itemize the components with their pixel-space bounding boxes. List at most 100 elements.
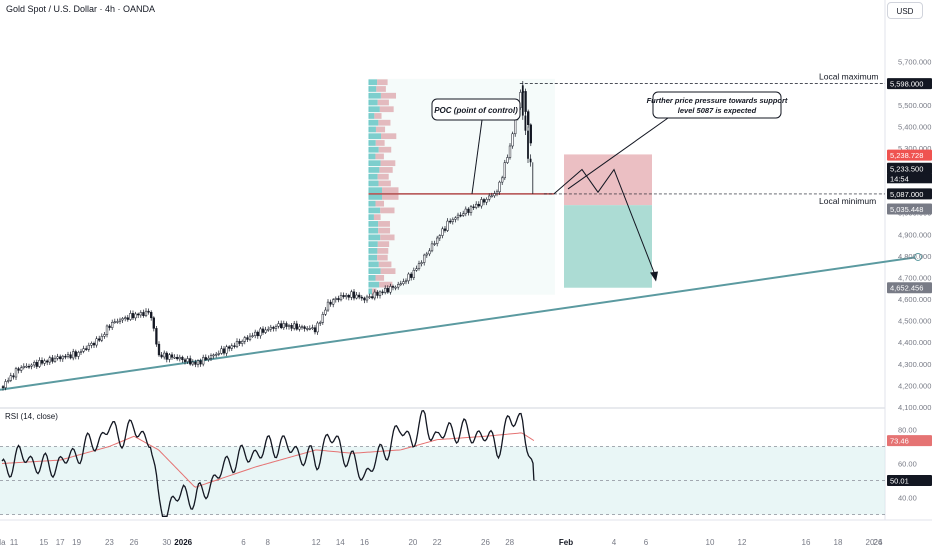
candle-body — [139, 312, 142, 316]
projection-arrowhead — [650, 271, 658, 282]
candle-body — [113, 321, 116, 323]
candle-body — [488, 195, 491, 200]
candle-body — [308, 328, 311, 330]
volume-profile-bar — [375, 140, 385, 146]
current-price-tag: 5,233.500 — [890, 164, 923, 173]
candle-body — [412, 270, 415, 278]
candles-group — [1, 81, 534, 391]
level-label: Local minimum — [819, 196, 876, 206]
candle-body — [1, 386, 5, 388]
countdown-bg — [887, 173, 932, 184]
volume-profile-bar — [368, 79, 378, 86]
candle-body — [186, 358, 189, 362]
price-tick-label: 4,300.000 — [898, 360, 931, 369]
candle-body — [482, 199, 486, 203]
volume-profile-bar — [375, 275, 385, 281]
candle-body — [126, 317, 129, 320]
target-price-tag: 4,652.456 — [890, 284, 923, 293]
candle-body — [124, 317, 127, 319]
candle-body — [462, 213, 465, 216]
candle-body — [163, 352, 166, 358]
volume-profile-bar — [368, 221, 379, 227]
volume-profile-bar — [378, 227, 391, 234]
volume-profile-bar — [368, 173, 378, 180]
candle-body — [157, 343, 161, 356]
rsi-value-tag: 50.01 — [890, 477, 909, 486]
volume-profile-bar — [368, 167, 380, 173]
candle-body — [506, 157, 509, 163]
time-tick-label: 20 — [408, 538, 417, 547]
candle-body — [230, 345, 233, 349]
currency-button[interactable]: USD — [887, 2, 923, 19]
candle-body — [246, 337, 249, 340]
current-price-tag-bg — [887, 162, 932, 174]
candle-body — [59, 356, 62, 360]
candle-body — [464, 208, 467, 215]
candle-body — [326, 301, 330, 311]
min-price-tag-bg — [887, 188, 932, 200]
candle-body — [498, 181, 501, 193]
candle-body — [66, 354, 70, 357]
time-tick-label: 26 — [130, 538, 139, 547]
candle-body — [142, 312, 145, 316]
candle-body — [274, 326, 278, 329]
volume-profile-bar — [375, 126, 386, 133]
time-tick-label: 26 — [874, 538, 883, 547]
candle-body — [233, 345, 236, 347]
candle-body — [480, 199, 483, 207]
volume-profile-bar — [378, 180, 391, 187]
time-tick-label: Feb — [559, 538, 573, 547]
candle-body — [254, 331, 257, 336]
candle-body — [220, 348, 223, 354]
volume-profile-bar — [380, 268, 396, 275]
candle-body — [183, 359, 187, 362]
candle-body — [105, 325, 109, 335]
candle-body — [222, 348, 226, 354]
candle-body — [475, 203, 478, 208]
candle-body — [425, 253, 428, 256]
candle-body — [298, 326, 301, 330]
price-tick-label: 4,700.000 — [898, 273, 931, 282]
candle-body — [155, 328, 158, 345]
candle-body — [443, 228, 447, 231]
trendline-handle — [914, 252, 922, 261]
candle-body — [69, 354, 72, 359]
candle-body — [48, 357, 51, 363]
candle-body — [316, 322, 319, 333]
candle-body — [501, 177, 504, 183]
time-tick-label: Ma — [0, 538, 6, 547]
candle-body — [508, 145, 512, 158]
candle-body — [217, 353, 220, 355]
time-tick-label: 22 — [433, 538, 442, 547]
candle-body — [441, 228, 444, 236]
volume-profile-bar — [382, 187, 399, 194]
candle-body — [241, 341, 244, 344]
volume-profile-bar — [377, 99, 389, 106]
candle-body — [79, 351, 83, 353]
candle-body — [95, 338, 98, 346]
volume-profile-bar — [377, 248, 389, 254]
rsi-value-tag-bg — [887, 475, 932, 487]
candle-body — [293, 323, 296, 329]
candle-body — [9, 375, 12, 381]
rsi-ma-line — [1, 432, 535, 488]
volume-profile-bar — [379, 106, 394, 113]
price-tick-label: 4,400.000 — [898, 338, 931, 347]
candle-body — [38, 360, 41, 367]
price-tick-label: 4,500.000 — [898, 317, 931, 326]
rsi-band — [0, 446, 885, 515]
candle-body — [365, 296, 369, 301]
volume-profile-bar — [368, 234, 381, 241]
candle-body — [371, 296, 374, 299]
candle-body — [27, 365, 31, 368]
time-tick-label: 17 — [56, 538, 65, 547]
candle-body — [277, 323, 280, 327]
max-price-tag-bg — [887, 78, 932, 90]
candle-body — [339, 295, 343, 301]
volume-profile-bar — [368, 99, 378, 106]
candle-body — [225, 346, 228, 354]
candle-body — [261, 328, 265, 333]
time-tick-label: 30 — [162, 538, 171, 547]
candle-body — [269, 326, 272, 330]
